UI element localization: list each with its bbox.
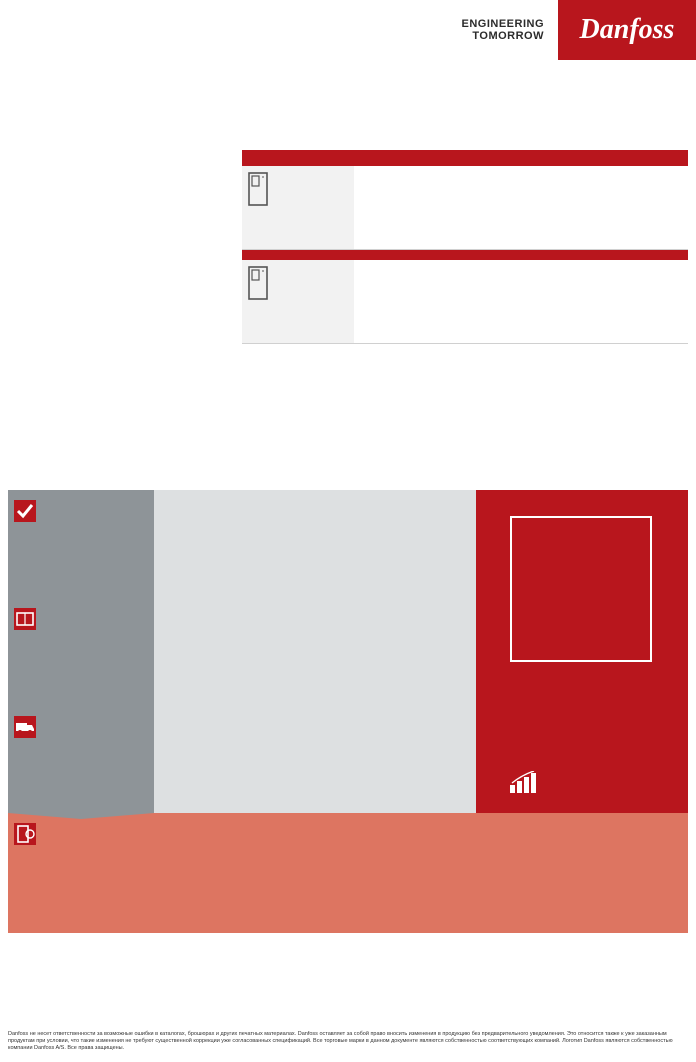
table-cell-text <box>354 166 688 249</box>
brand-logo: Danfoss <box>558 0 696 60</box>
info-sidebar <box>8 598 154 706</box>
truck-icon <box>14 716 36 738</box>
drive-icon <box>248 172 268 206</box>
table-separator <box>242 250 688 260</box>
page-header: ENGINEERING TOMORROW Danfoss <box>461 0 696 60</box>
feature-panel <box>476 490 688 813</box>
table-row <box>242 260 688 344</box>
info-sidebar <box>8 706 154 813</box>
table-cell-icon <box>242 260 354 343</box>
contact-icon <box>14 823 36 845</box>
footer-disclaimer: Danfoss не несет ответственности за возм… <box>8 1031 688 1052</box>
chevron-divider <box>8 598 154 604</box>
tagline: ENGINEERING TOMORROW <box>461 0 558 42</box>
chevron-divider <box>8 706 154 712</box>
table-cell-icon <box>242 166 354 249</box>
info-sidebar <box>8 813 154 933</box>
info-section <box>8 490 688 933</box>
table-cell-text <box>354 260 688 343</box>
check-icon <box>14 500 36 522</box>
frame-box-icon <box>510 516 652 662</box>
table-row <box>242 166 688 250</box>
chevron-divider <box>8 813 154 819</box>
tagline-line2: TOMORROW <box>461 30 544 42</box>
product-table <box>242 150 688 344</box>
chart-icon <box>510 771 538 793</box>
drive-icon <box>248 266 268 300</box>
info-sidebar <box>8 490 154 598</box>
tagline-line1: ENGINEERING <box>461 18 544 30</box>
brand-logo-text: Danfoss <box>580 14 675 46</box>
info-row-4 <box>8 813 688 933</box>
info-content <box>154 813 688 933</box>
catalog-icon <box>14 608 36 630</box>
table-header-bar <box>242 150 688 166</box>
